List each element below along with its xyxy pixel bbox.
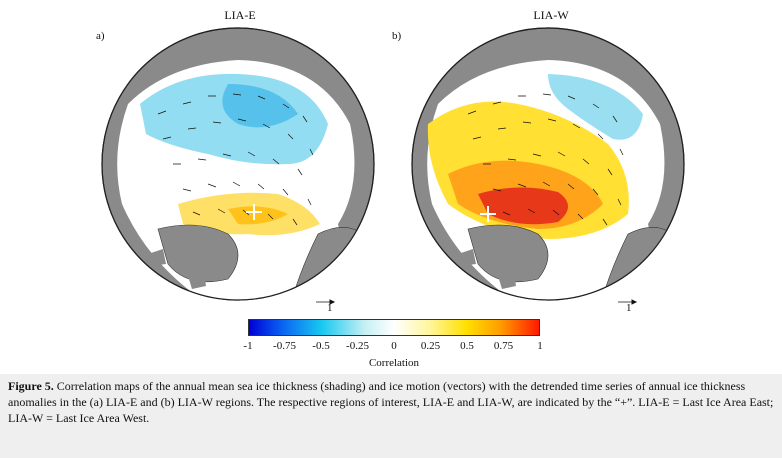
panel-a-letter: a)	[96, 30, 105, 42]
colorbar-tick: 0.5	[460, 340, 474, 352]
land-islands-small	[458, 249, 516, 289]
ice-motion-vectors	[157, 93, 314, 226]
negative-correlation-area	[548, 74, 643, 140]
panel-b-letter: b)	[392, 30, 402, 42]
caption-figure-label: Figure 5.	[8, 379, 54, 393]
colorbar-tick: 0.75	[493, 340, 514, 352]
figure-caption: Figure 5. Correlation maps of the annual…	[0, 374, 782, 458]
negative-correlation-core	[222, 84, 298, 128]
colorbar: -1 -0.75 -0.5 -0.25 0 0.25 0.5 0.75 1 Co…	[243, 319, 543, 369]
region-marker	[480, 206, 496, 222]
colorbar-gradient	[248, 319, 540, 336]
land-islands-small	[148, 249, 206, 289]
region-marker	[246, 204, 262, 220]
caption-paragraph: Figure 5. Correlation maps of the annual…	[8, 378, 774, 426]
scale-arrow	[618, 299, 638, 305]
colorbar-tick: 0.25	[420, 340, 441, 352]
panel-a-title: LIA-E	[224, 8, 256, 22]
panel-b-title: LIA-W	[533, 8, 569, 22]
colorbar-tick: -0.25	[346, 340, 369, 352]
colorbar-tick: 1	[537, 340, 543, 352]
panel-b-scale-label: 1	[626, 302, 632, 314]
colorbar-ticks: -1 -0.75 -0.5 -0.25 0 0.25 0.5 0.75 1	[243, 340, 543, 356]
colorbar-tick: -1	[243, 340, 253, 352]
scale-arrow	[316, 299, 336, 305]
land-islands	[467, 224, 549, 283]
ice-motion-vectors	[467, 93, 624, 226]
colorbar-tick: 0	[391, 340, 397, 352]
land-islands	[157, 224, 239, 283]
colorbar-tick: -0.75	[273, 340, 296, 352]
colorbar-tick: -0.5	[312, 340, 330, 352]
panel-a-scale-label: 1	[327, 302, 333, 314]
positive-correlation-core	[228, 206, 288, 225]
panel-a-map	[101, 27, 375, 305]
colorbar-label: Correlation	[368, 357, 420, 369]
caption-text: Correlation maps of the annual mean sea …	[8, 379, 774, 425]
panel-b-map	[411, 27, 685, 305]
positive-correlation-core	[478, 187, 568, 225]
